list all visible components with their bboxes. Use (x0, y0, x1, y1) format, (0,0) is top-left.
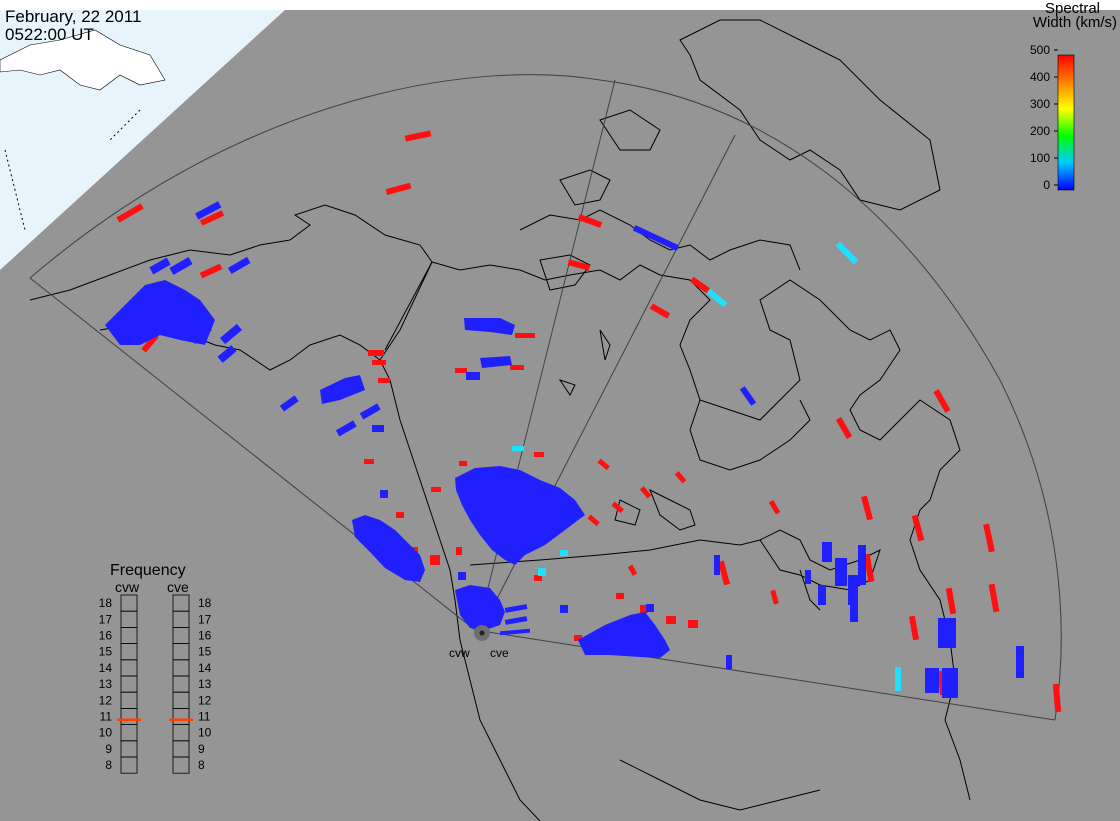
frequency-tick-right: 10 (198, 726, 212, 740)
frequency-tick-left: 17 (99, 612, 113, 626)
terminator-line (109, 109, 141, 141)
frequency-tick-left: 13 (99, 677, 113, 691)
frequency-tick-right: 12 (198, 693, 212, 707)
colorbar: Spectral Width (km/s) 500 400 300 200 100 0 (1030, 0, 1117, 192)
radar-label-cve: cve (490, 646, 509, 660)
top-border (0, 0, 1120, 10)
frequency-tick-right: 14 (198, 661, 212, 675)
frequency-tick-left: 9 (105, 742, 112, 756)
frequency-tick-left: 14 (99, 661, 113, 675)
colorbar-tick-label: 0 (1043, 178, 1050, 192)
frequency-tick-left: 12 (99, 693, 113, 707)
colorbar-tick-label: 300 (1030, 97, 1050, 111)
colorbar-label-line1: Spectral (1045, 0, 1100, 17)
frequency-tick-right: 11 (198, 710, 211, 724)
frequency-cell-cve (172, 756, 190, 774)
frequency-tick-left: 11 (100, 710, 113, 724)
frequency-tick-right: 17 (198, 612, 212, 626)
frequency-tick-left: 16 (99, 629, 113, 643)
frequency-tick-left: 8 (105, 758, 112, 772)
colorbar-tick-label: 200 (1030, 124, 1050, 138)
sunlit-land (0, 29, 166, 91)
colorbar-tick-label: 500 (1030, 43, 1050, 57)
colorbar-tick-label: 400 (1030, 70, 1050, 84)
mid-width-cells (512, 241, 901, 691)
low-width-cells (105, 201, 1024, 698)
colorbar-tick-label: 100 (1030, 151, 1050, 165)
colorbar-label-line2: Width (km/s) (1033, 14, 1117, 31)
frequency-tick-right: 16 (198, 629, 212, 643)
frequency-tick-right: 9 (198, 742, 205, 756)
scatter-cells (105, 130, 1062, 713)
frequency-tick-right: 18 (198, 596, 212, 610)
borders (384, 261, 761, 566)
frequency-tick-left: 10 (99, 726, 113, 740)
frequency-panel: Frequency cvw cve 18 18 17 17 16 16 15 15 14 14 13… (99, 562, 212, 774)
radar-label-cvw: cvw (449, 646, 470, 660)
high-width-cells (116, 130, 1062, 713)
frequency-tick-right: 8 (198, 758, 205, 772)
coastlines (29, 19, 971, 821)
frequency-tick-right: 13 (198, 677, 212, 691)
time-label: 0522:00 UT (5, 25, 94, 44)
frequency-tick-left: 18 (99, 596, 113, 610)
frequency-title: Frequency (110, 562, 186, 579)
frequency-tick-left: 15 (99, 645, 113, 659)
frequency-col-cve: cve (167, 579, 189, 595)
frequency-col-cvw: cvw (115, 579, 140, 595)
date-label: February, 22 2011 (5, 7, 141, 26)
frequency-cell-cvw (120, 756, 138, 774)
terminator-line-2 (4, 149, 26, 231)
colorbar-gradient (1057, 54, 1075, 191)
radar-origin-center (479, 630, 485, 636)
frequency-tick-right: 15 (198, 645, 212, 659)
